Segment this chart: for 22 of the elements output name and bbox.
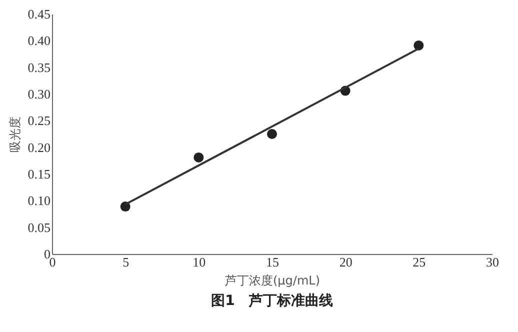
point <box>267 129 277 139</box>
point <box>194 152 204 162</box>
y-tick-label: 0.05 <box>28 220 50 235</box>
y-tick-label: 0.10 <box>28 193 50 208</box>
y-tick-label: 0.25 <box>28 113 50 128</box>
point <box>120 202 130 212</box>
y-tick-label: 0.30 <box>28 86 50 102</box>
y-tick-label: 0.15 <box>28 166 50 182</box>
text: 图1 芦丁标准曲线 <box>211 293 333 309</box>
x-tick-label: 20 <box>339 254 352 270</box>
x-tick-label: 30 <box>486 254 499 270</box>
y-tick-label: 0.20 <box>28 140 50 155</box>
y-axis-title: 吸光度 <box>8 116 22 152</box>
x-axis-title: 芦丁浓度(μg/mL) <box>224 274 320 288</box>
y-tick-label: 0.40 <box>28 33 50 48</box>
y-tick-label: 0.35 <box>28 60 50 75</box>
x-tick-label: 15 <box>266 254 279 270</box>
x-tick-label: 25 <box>412 254 426 270</box>
y-tick-label: 0.45 <box>28 6 50 22</box>
x-tick-label: 5 <box>122 254 130 270</box>
point <box>414 40 424 50</box>
x-tick-label: 10 <box>192 254 206 270</box>
